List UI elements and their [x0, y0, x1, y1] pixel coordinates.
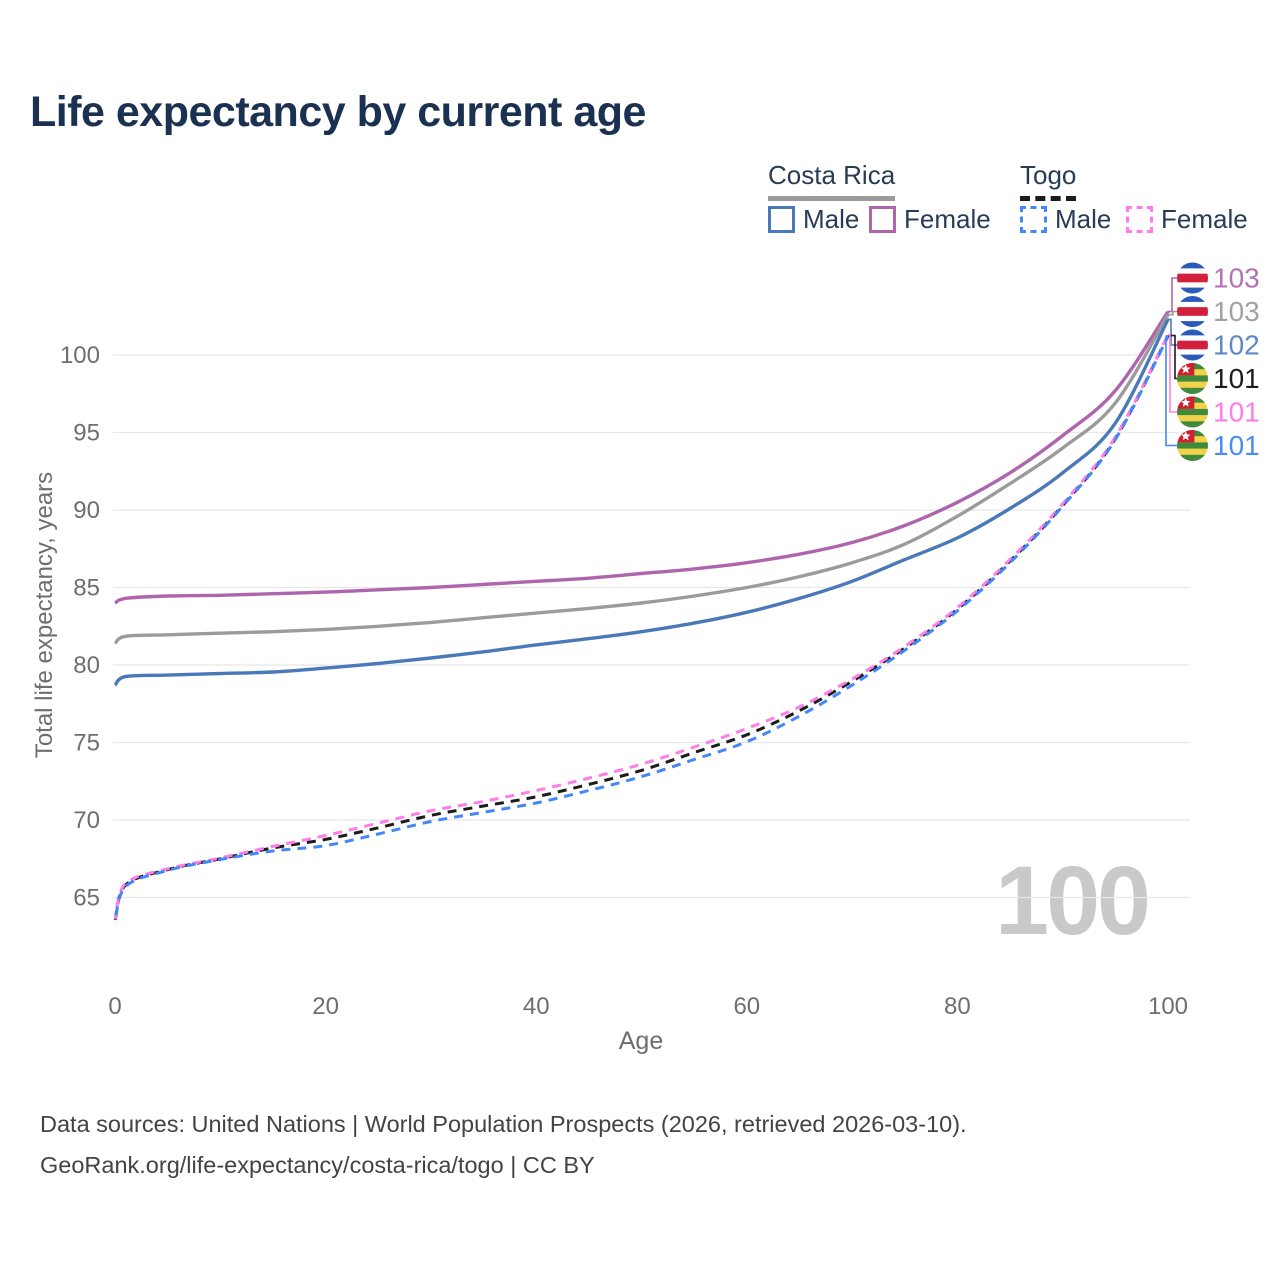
- leader-line: [1168, 334, 1177, 380]
- y-tick-label: 80: [73, 652, 100, 679]
- legend-item-costa-rica-male[interactable]: Male: [768, 204, 859, 235]
- series-line-costa-rica-male: [113, 318, 1170, 687]
- age-indicator-watermark: 100: [995, 846, 1151, 955]
- series-line-togo-female: [113, 334, 1170, 920]
- togo-female-swatch-icon: [1126, 206, 1153, 233]
- end-value-label: 101: [1213, 397, 1260, 428]
- legend-label: Male: [1055, 204, 1112, 234]
- y-tick-label: 75: [73, 730, 100, 757]
- leader-line: [1168, 334, 1177, 413]
- end-value-label: 101: [1213, 430, 1260, 461]
- footer: Data sources: United Nations | World Pop…: [40, 1104, 967, 1186]
- costa-rica-female-swatch-icon: [869, 206, 896, 233]
- footer-attribution: GeoRank.org/life-expectancy/costa-rica/t…: [40, 1152, 595, 1178]
- end-value-label: 102: [1213, 330, 1260, 361]
- series-line-costa-rica-both-sexes: [113, 313, 1170, 645]
- end-value-label: 103: [1213, 263, 1260, 294]
- costa-rica-flag-icon: [1177, 262, 1208, 294]
- end-value-label: 101: [1213, 363, 1260, 394]
- legend-item-togo-female[interactable]: Female: [1126, 204, 1248, 235]
- series-line-costa-rica-female: [114, 310, 1170, 605]
- chart-title: Life expectancy by current age: [30, 88, 646, 136]
- legend-item-costa-rica-female[interactable]: Female: [869, 204, 991, 235]
- y-tick-label: 65: [73, 885, 100, 912]
- y-tick-label: 90: [73, 497, 100, 524]
- y-tick-label: 70: [73, 807, 100, 834]
- legend-group-togo: Togo: [1020, 160, 1077, 201]
- x-tick-label: 100: [1148, 993, 1188, 1020]
- x-tick-label: 0: [108, 993, 121, 1020]
- x-axis-title: Age: [618, 1027, 664, 1055]
- legend-group-costa-rica: Costa Rica: [768, 160, 896, 201]
- leader-line: [1168, 310, 1177, 316]
- togo-flag-icon: [1177, 363, 1208, 394]
- costa-rica-flag-icon: [1177, 329, 1208, 361]
- y-tick-label: 100: [60, 342, 100, 369]
- leader-line: [1168, 318, 1177, 346]
- x-tick-label: 20: [312, 993, 339, 1020]
- x-tick-label: 80: [944, 993, 971, 1020]
- legend-item-togo-male[interactable]: Male: [1020, 204, 1111, 235]
- y-tick-label: 85: [73, 575, 100, 602]
- legend-label: Female: [904, 204, 991, 234]
- leader-line: [1168, 277, 1177, 313]
- series-line-togo-both-sexes: [113, 334, 1170, 922]
- series-line-togo-male: [113, 335, 1170, 923]
- costa-rica-flag-icon: [1177, 296, 1208, 327]
- togo-flag-icon: [1177, 430, 1208, 461]
- end-value-label: 103: [1213, 296, 1260, 327]
- togo-flag-icon: [1177, 396, 1208, 428]
- x-tick-label: 60: [733, 993, 760, 1020]
- legend-label: Male: [803, 204, 860, 234]
- legend-label: Female: [1161, 204, 1248, 234]
- costa-rica-male-swatch-icon: [768, 206, 795, 233]
- togo-male-swatch-icon: [1020, 206, 1047, 233]
- footer-data-sources: Data sources: United Nations | World Pop…: [40, 1111, 967, 1137]
- y-tick-label: 95: [73, 420, 100, 447]
- leader-line: [1165, 335, 1177, 447]
- x-tick-label: 40: [523, 993, 550, 1020]
